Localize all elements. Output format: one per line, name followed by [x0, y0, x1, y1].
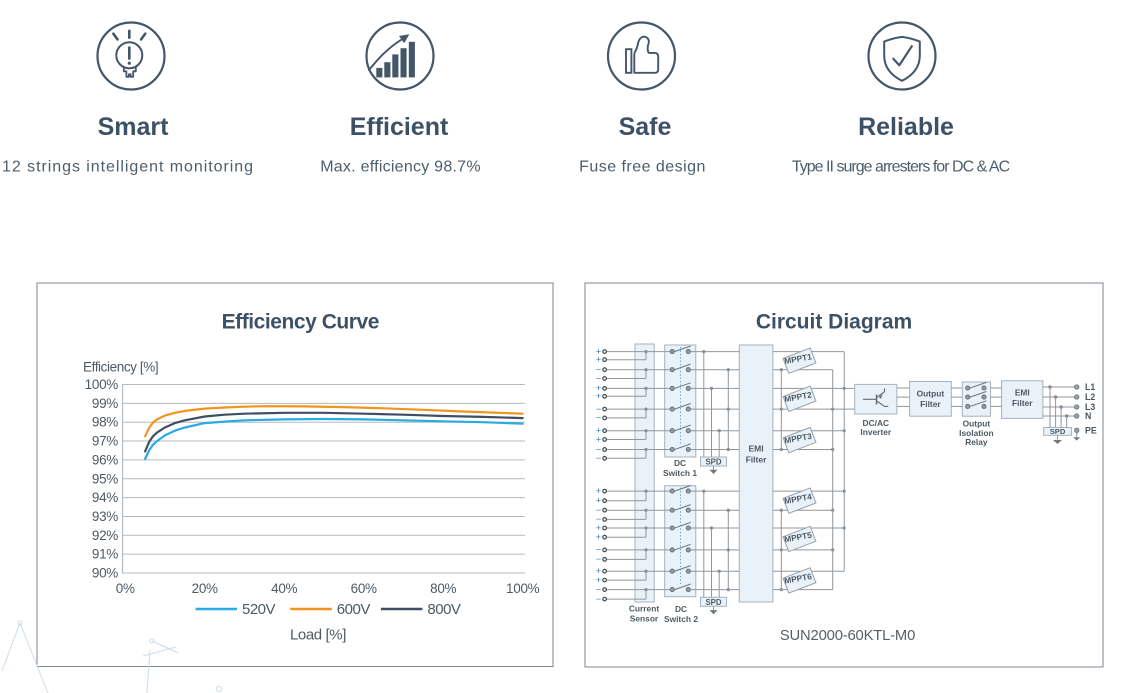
svg-text:−: −: [596, 413, 601, 423]
svg-text:Switch 2: Switch 2: [664, 614, 698, 624]
svg-text:EMI: EMI: [1015, 387, 1030, 397]
svg-text:Max. efficiency 98.7%: Max. efficiency 98.7%: [320, 159, 481, 176]
svg-text:100%: 100%: [506, 581, 540, 596]
svg-text:Circuit Diagram: Circuit Diagram: [756, 311, 912, 334]
svg-text:99%: 99%: [92, 396, 118, 411]
svg-text:−: −: [596, 545, 601, 555]
svg-text:Efficiency [%]: Efficiency [%]: [83, 360, 158, 375]
svg-text:+: +: [596, 346, 601, 356]
svg-text:+: +: [596, 532, 601, 542]
svg-text:100%: 100%: [85, 377, 119, 392]
svg-text:Type II surge arresters for DC: Type II surge arresters for DC & AC: [792, 159, 1010, 176]
svg-text:Output: Output: [963, 418, 991, 428]
svg-text:SPD: SPD: [705, 598, 721, 607]
svg-text:Current: Current: [629, 604, 659, 614]
svg-text:80%: 80%: [430, 581, 456, 596]
svg-text:0%: 0%: [116, 581, 135, 596]
svg-text:20%: 20%: [192, 581, 218, 596]
svg-text:DC: DC: [674, 458, 686, 468]
svg-text:98%: 98%: [92, 415, 118, 430]
svg-text:−: −: [596, 373, 601, 383]
svg-text:−: −: [596, 594, 601, 604]
svg-text:92%: 92%: [92, 528, 118, 543]
svg-text:EMI: EMI: [748, 444, 763, 454]
svg-text:60%: 60%: [351, 581, 377, 596]
svg-text:−: −: [596, 365, 601, 375]
svg-text:Load [%]: Load [%]: [290, 627, 346, 644]
svg-text:Output: Output: [917, 388, 945, 398]
svg-text:Fuse free design: Fuse free design: [579, 159, 706, 176]
svg-text:SUN2000-60KTL-M0: SUN2000-60KTL-M0: [780, 628, 915, 644]
svg-text:MPPT2: MPPT2: [784, 389, 813, 404]
svg-text:+: +: [596, 523, 601, 533]
svg-text:DC/AC: DC/AC: [863, 418, 890, 428]
svg-text:Filter: Filter: [746, 454, 767, 464]
svg-text:Isolation: Isolation: [959, 428, 993, 438]
svg-text:Reliable: Reliable: [858, 113, 954, 141]
svg-text:Relay: Relay: [965, 437, 988, 447]
svg-text:+: +: [596, 383, 601, 393]
svg-text:−: −: [596, 453, 601, 463]
svg-text:93%: 93%: [92, 509, 118, 524]
svg-text:520V: 520V: [242, 601, 276, 618]
svg-text:SPD: SPD: [1050, 427, 1066, 436]
svg-text:40%: 40%: [271, 581, 297, 596]
svg-text:L2: L2: [1085, 392, 1095, 402]
svg-text:12 strings intelligent monitor: 12 strings intelligent monitoring: [2, 159, 254, 176]
svg-text:Inverter: Inverter: [860, 427, 891, 437]
svg-text:94%: 94%: [92, 490, 118, 505]
svg-text:96%: 96%: [92, 452, 118, 467]
svg-text:Filter: Filter: [920, 399, 941, 409]
svg-text:+: +: [596, 566, 601, 576]
svg-text:MPPT5: MPPT5: [784, 530, 813, 545]
svg-text:Sensor: Sensor: [630, 614, 659, 624]
svg-text:SPD: SPD: [705, 458, 721, 467]
svg-text:−: −: [596, 505, 601, 515]
svg-text:Safe: Safe: [619, 113, 672, 141]
svg-text:L1: L1: [1085, 382, 1095, 392]
svg-text:97%: 97%: [92, 434, 118, 449]
svg-text:91%: 91%: [92, 547, 118, 562]
svg-text:+: +: [596, 434, 601, 444]
svg-text:+: +: [596, 355, 601, 365]
svg-text:−: −: [596, 514, 601, 524]
svg-text:−: −: [596, 444, 601, 454]
svg-text:90%: 90%: [92, 566, 118, 581]
svg-text:+: +: [596, 391, 601, 401]
svg-text:MPPT1: MPPT1: [784, 351, 813, 366]
svg-text:−: −: [596, 404, 601, 414]
svg-text:Filter: Filter: [1012, 398, 1033, 408]
svg-text:MPPT3: MPPT3: [784, 431, 813, 446]
svg-text:DC: DC: [675, 604, 687, 614]
svg-text:95%: 95%: [92, 471, 118, 486]
svg-text:Switch 1: Switch 1: [663, 468, 697, 478]
svg-text:600V: 600V: [337, 601, 371, 618]
svg-text:+: +: [596, 486, 601, 496]
svg-text:+: +: [596, 496, 601, 506]
svg-text:MPPT6: MPPT6: [784, 571, 813, 586]
svg-text:Efficiency Curve: Efficiency Curve: [222, 311, 379, 334]
svg-text:800V: 800V: [427, 601, 461, 618]
svg-text:−: −: [596, 584, 601, 594]
svg-text:−: −: [596, 554, 601, 564]
svg-text:MPPT4: MPPT4: [784, 491, 813, 506]
svg-text:N: N: [1085, 411, 1091, 421]
svg-text:Efficient: Efficient: [350, 113, 449, 141]
svg-text:PE: PE: [1085, 426, 1097, 436]
svg-text:+: +: [596, 575, 601, 585]
svg-text:L3: L3: [1085, 402, 1095, 412]
svg-text:Smart: Smart: [98, 113, 170, 141]
svg-text:+: +: [596, 426, 601, 436]
